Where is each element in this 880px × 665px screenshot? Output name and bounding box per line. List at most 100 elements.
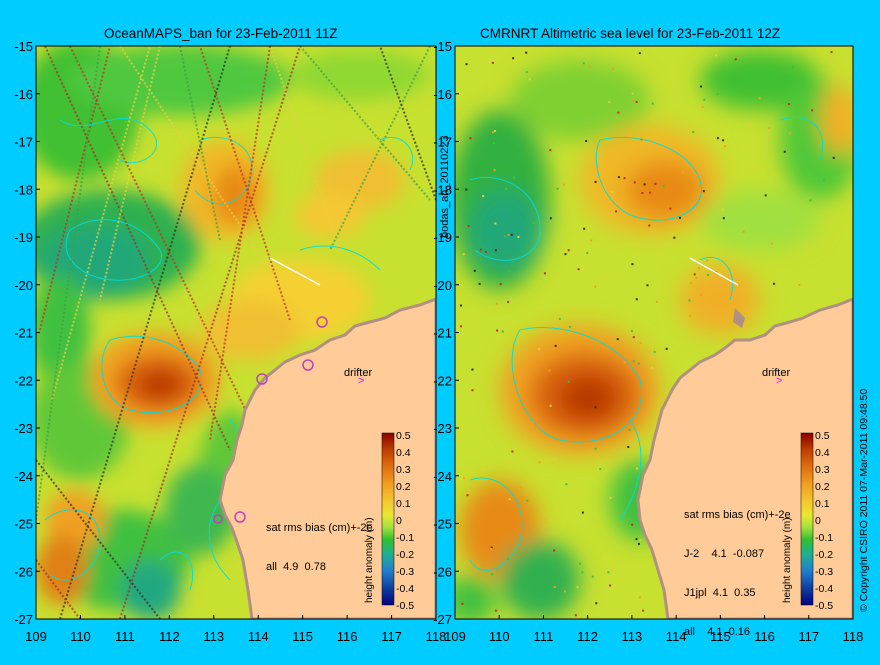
track-point: [655, 300, 658, 303]
colorbar-tick-label: -0.5: [815, 600, 833, 612]
colorbar-tick-label: -0.2: [396, 549, 414, 561]
lon-tick-label: 112: [159, 629, 180, 644]
track-point: [646, 284, 649, 287]
lat-tick-label: -18: [14, 182, 33, 197]
track-point: [588, 65, 591, 68]
track-point: [609, 496, 612, 499]
track-point: [553, 586, 556, 589]
track-point: [517, 235, 520, 238]
track-point: [480, 258, 483, 261]
track-point: [716, 137, 719, 140]
track-point: [581, 511, 584, 514]
lat-tick-label: -21: [14, 326, 33, 341]
colorbar-tick-label: 0.5: [815, 430, 830, 442]
track-point: [640, 138, 643, 141]
track-point: [554, 344, 557, 347]
track-point: [493, 142, 496, 145]
lat-tick-label: -15: [433, 39, 452, 54]
track-point: [701, 106, 704, 109]
lon-tick-label: 116: [337, 629, 358, 644]
lat-tick-label: -22: [14, 373, 33, 388]
track-point: [471, 330, 474, 333]
drifter-marker-right: >: [776, 375, 782, 387]
lat-tick-label: -19: [433, 230, 452, 245]
side-label: bodas_an_20110223: [439, 135, 451, 238]
track-point: [770, 242, 773, 245]
lon-tick-label: 113: [203, 629, 224, 644]
track-point: [702, 190, 705, 193]
track-point: [597, 247, 600, 250]
track-point: [695, 276, 698, 279]
lat-tick-label: -23: [14, 421, 33, 436]
track-point: [556, 187, 559, 190]
colorbar-tick-label: -0.1: [815, 532, 833, 544]
track-point: [635, 298, 638, 301]
track-point: [490, 546, 493, 549]
track-point: [543, 272, 546, 275]
stats-line: all 4.1 0.16: [684, 626, 751, 638]
track-point: [492, 88, 495, 91]
left-map-title: OceanMAPS_ban for 23-Feb-2011 11Z: [104, 26, 338, 41]
track-point: [722, 139, 725, 142]
colorbar-right: [800, 432, 814, 606]
colorbar-tick-label: 0.1: [815, 498, 830, 510]
track-point: [583, 227, 586, 230]
track-point: [669, 207, 672, 210]
track-point: [607, 571, 610, 574]
track-point: [567, 380, 570, 383]
track-point: [500, 306, 503, 309]
lat-tick-label: -24: [433, 469, 452, 484]
track-point: [509, 461, 512, 464]
colorbar-label-right: height anomaly (m): [782, 517, 793, 603]
track-point: [550, 468, 553, 471]
track-point: [637, 542, 640, 545]
lat-tick-label: -27: [433, 612, 452, 627]
lon-tick-label: 110: [70, 629, 91, 644]
track-point: [665, 347, 668, 350]
track-point: [513, 176, 516, 179]
track-point: [462, 253, 465, 256]
track-point: [649, 191, 652, 194]
track-point: [811, 109, 814, 112]
satellite-track: [36, 459, 161, 619]
track-point: [491, 131, 494, 134]
track-point: [574, 614, 577, 617]
lat-tick-label: -27: [14, 612, 33, 627]
satellite-track: [299, 46, 431, 201]
track-point: [499, 283, 502, 286]
right-stats: sat rms bias (cm)+-2e J-2 4.1 -0.087 J1j…: [684, 483, 791, 665]
track-point: [699, 293, 702, 296]
track-point: [670, 79, 673, 82]
copyright: © Copyright CSIRO 2011 07-Mar-2011 09:48…: [858, 388, 870, 612]
track-point: [479, 248, 482, 251]
colorbar-tick-label: 0: [815, 515, 821, 527]
track-point: [822, 179, 825, 182]
track-point: [570, 491, 573, 494]
track-point: [599, 468, 602, 471]
track-point: [609, 584, 612, 587]
track-point: [494, 609, 497, 612]
left-stats: sat rms bias (cm)+-2e all 4.9 0.78: [266, 496, 373, 600]
colorbar-tick-label: -0.4: [815, 583, 833, 595]
track-point: [585, 140, 588, 143]
track-point: [469, 137, 472, 140]
lat-tick-label: -22: [433, 373, 452, 388]
satellite-track: [99, 46, 161, 301]
track-point: [697, 267, 700, 270]
stats-line: all 4.9 0.78: [266, 561, 326, 573]
satellite-track: [179, 46, 221, 241]
track-point: [591, 575, 594, 578]
track-point: [689, 315, 692, 318]
track-point: [594, 406, 597, 409]
track-point: [651, 366, 654, 369]
lon-tick-label: 111: [115, 629, 135, 644]
track-point: [639, 539, 642, 542]
satellite-track: [69, 46, 261, 441]
track-point: [512, 459, 515, 462]
track-point: [532, 221, 535, 224]
track-point: [565, 483, 568, 486]
track-point: [508, 270, 511, 273]
satellite-track: [119, 46, 301, 619]
track-point: [673, 236, 676, 239]
lat-tick-label: -17: [14, 135, 33, 150]
